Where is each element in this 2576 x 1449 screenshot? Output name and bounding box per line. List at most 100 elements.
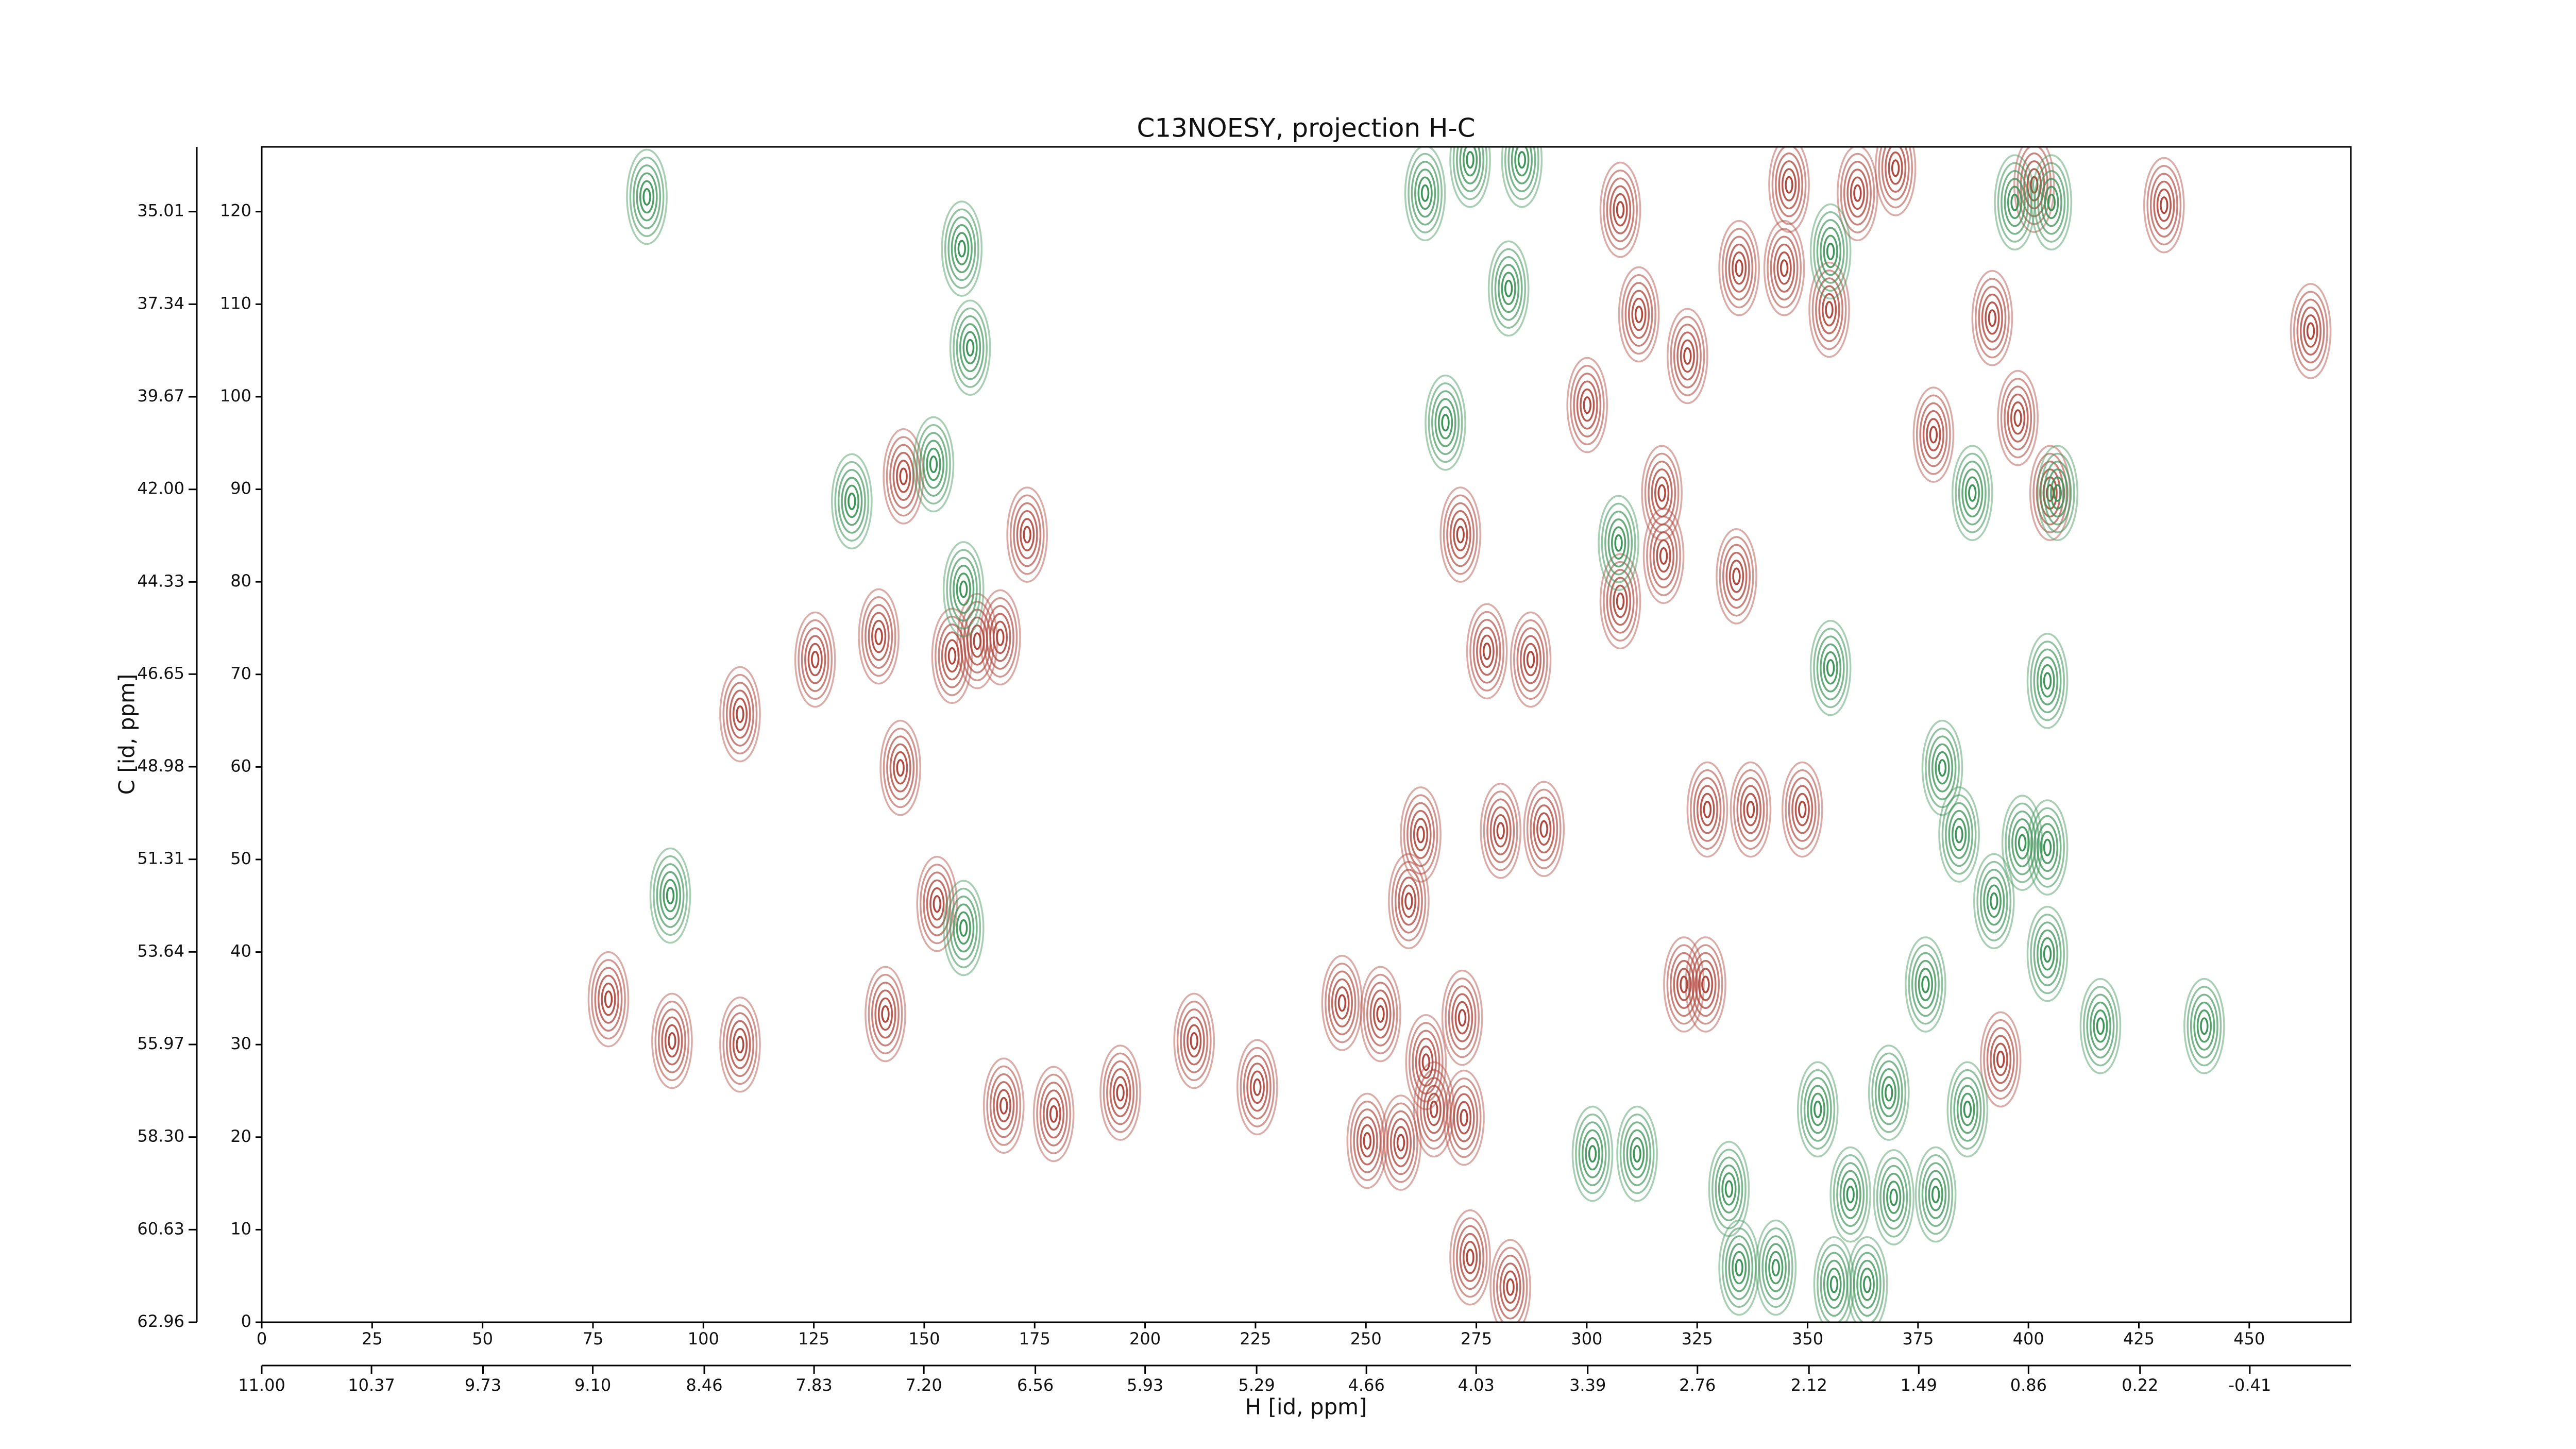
contour-ring [1616, 201, 1625, 219]
contour-ring [1653, 531, 1675, 581]
contour-ring [1614, 534, 1623, 552]
contour-ring [1630, 1137, 1645, 1171]
contour-ring [1656, 539, 1671, 573]
peak [1921, 719, 1963, 816]
contour-ring [1491, 248, 1527, 329]
peak [941, 200, 983, 297]
contour-ring [896, 759, 905, 777]
contour-ring [871, 619, 887, 653]
contour-ring [1406, 802, 1435, 867]
contour-ring [1922, 410, 1944, 460]
contour-ring [2037, 170, 2066, 235]
contour-ring [1173, 992, 1215, 1089]
contour-ring [1603, 170, 1638, 250]
contour-ring [1454, 1001, 1470, 1035]
contour-ring [982, 597, 1018, 678]
contour-ring [1616, 1105, 1658, 1202]
contour-ring [1794, 793, 1810, 827]
contour-ring [1363, 973, 1398, 1054]
contour-ring [1501, 272, 1516, 306]
contour-ring [1456, 147, 1485, 192]
contour-ring [1458, 1009, 1467, 1027]
contour-ring [659, 871, 682, 920]
contour-ring [1683, 347, 1692, 365]
contour-ring [1180, 1008, 1209, 1073]
y2-tick-label: 60.63 [137, 1219, 184, 1238]
contour-ring [1504, 279, 1513, 297]
contour-ring [2040, 178, 2062, 227]
contour-ring [1479, 634, 1495, 668]
contour-ring [1483, 790, 1518, 871]
contour-ring [2013, 147, 2055, 233]
contour-ring [2146, 165, 2182, 246]
contour-ring [1879, 1165, 1908, 1230]
x-tick-label: 225 [1240, 1329, 1271, 1349]
contour-ring [1419, 1077, 1448, 1142]
contour-ring [1951, 818, 1967, 851]
contour-ring [1673, 959, 1695, 1009]
contour-ring [919, 864, 955, 945]
contour-ring [959, 919, 968, 937]
contour-ring [1511, 147, 1533, 184]
contour-ring [1408, 153, 1443, 233]
contour-ring [642, 188, 651, 206]
contour-ring [663, 879, 678, 913]
contour-ring [841, 477, 863, 526]
x-tick-label: 400 [2013, 1329, 2044, 1349]
contour-ring [1443, 494, 1478, 575]
x2-tick-label: 10.37 [348, 1375, 395, 1395]
contour-ring [2047, 193, 2056, 211]
contour-ring [1688, 944, 1723, 1025]
contour-ring [1441, 414, 1450, 432]
peak [1809, 203, 1852, 300]
contour-ring [1441, 969, 1483, 1066]
y2-tick-label: 35.01 [137, 201, 184, 221]
contour-ring [2030, 641, 2065, 721]
peak [1797, 1061, 1839, 1158]
contour-ring [2030, 176, 2039, 194]
contour-ring [1800, 1069, 1836, 1150]
x2-tick-label: 4.03 [1458, 1375, 1495, 1395]
contour-ring [1356, 1116, 1378, 1166]
contour-ring [1449, 510, 1471, 560]
peak [1523, 781, 1565, 878]
contour-ring [807, 643, 823, 677]
contour-ring [2293, 291, 2328, 372]
peak [1938, 786, 1980, 883]
contour-ring [1190, 1032, 1198, 1050]
contour-ring [877, 997, 893, 1031]
contour-ring [1715, 1156, 1743, 1222]
contour-ring [1853, 1252, 1882, 1317]
contour-ring [1983, 1019, 2019, 1100]
y-tick-label: 60 [230, 756, 251, 776]
contour-ring [1997, 369, 2039, 466]
contour-ring [604, 990, 613, 1008]
y2-tick-label: 44.33 [137, 571, 184, 591]
y2-tick-label: 46.65 [137, 663, 184, 683]
contour-ring [1846, 1186, 1855, 1204]
contour-ring [804, 635, 826, 684]
contour-ring [1686, 761, 1728, 858]
contour-ring [1628, 290, 1650, 339]
contour-ring [794, 611, 836, 708]
contour-ring [1722, 544, 1751, 609]
x-tick-label: 375 [1902, 1329, 1934, 1349]
peak [1425, 374, 1466, 471]
contour-ring [1931, 743, 1954, 793]
contour-ring [1733, 769, 1768, 850]
contour-ring [1456, 1225, 1485, 1290]
contour-ring [1576, 380, 1598, 430]
contour-ring [929, 887, 945, 921]
contour-ring [1921, 975, 1930, 993]
contour-ring [946, 549, 981, 630]
peak [1405, 1014, 1447, 1110]
contour-ring [1611, 526, 1626, 560]
contour-ring [1466, 151, 1475, 169]
peak [1099, 1044, 1141, 1141]
contour-ring [1366, 982, 1395, 1047]
peak [949, 299, 991, 396]
contour-ring [1459, 1233, 1481, 1282]
x-tick-label: 275 [1461, 1329, 1492, 1349]
contour-ring [1626, 1129, 1648, 1178]
contour-ring [986, 1065, 1022, 1146]
